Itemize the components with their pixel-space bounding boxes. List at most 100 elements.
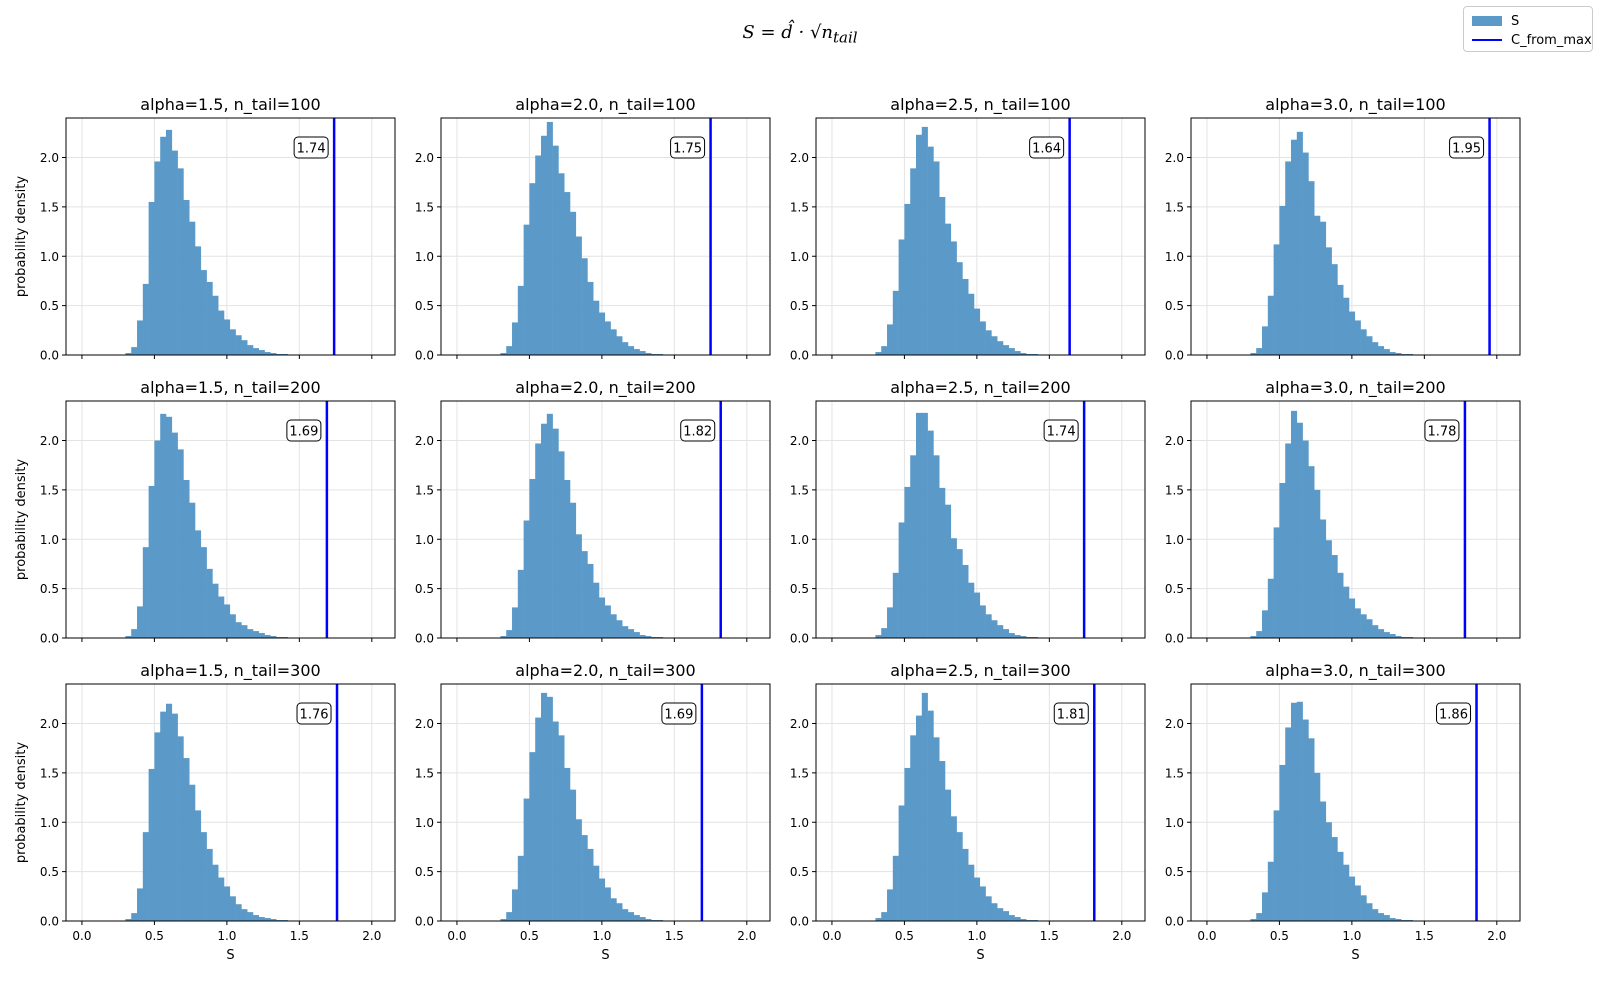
histogram-bar: [633, 632, 640, 638]
histogram-bar: [944, 789, 952, 921]
histogram-bar: [223, 886, 231, 921]
histogram-bar: [564, 192, 571, 355]
histogram-bar: [1279, 482, 1286, 638]
histogram-bar: [247, 629, 254, 638]
histogram-bar: [1296, 131, 1303, 355]
histogram-bar: [1008, 348, 1015, 355]
histogram-bar: [160, 136, 167, 355]
histogram-bar: [529, 479, 536, 638]
histogram-bar: [1337, 572, 1344, 638]
subplot-title: alpha=2.0, n_tail=200: [515, 378, 695, 398]
histogram-bar: [587, 281, 594, 355]
x-tick-label: 0.0: [822, 929, 841, 943]
threshold-label: 1.74: [293, 136, 329, 159]
x-tick-label: 0.0: [447, 929, 466, 943]
y-tick-label: 0.0: [40, 632, 59, 646]
x-tick-label: 2.0: [737, 929, 756, 943]
histogram-bar: [968, 582, 975, 638]
histogram-bar: [933, 737, 940, 921]
histogram-bar: [1377, 346, 1385, 355]
histogram-bar: [1020, 636, 1027, 638]
histogram-bar: [939, 761, 946, 921]
subplot-12: 1.86 0.0 0.5 1.0 1.5 2.0 0.0 0.5 1.0 1.5 2.0 alpha=…: [1165, 661, 1521, 963]
threshold-label-text: 1.69: [664, 708, 693, 723]
histogram-bar: [1377, 913, 1385, 921]
y-tick-label: 0.5: [40, 582, 59, 596]
y-tick-label: 0.5: [790, 582, 809, 596]
threshold-label: 1.95: [1449, 136, 1485, 159]
histogram-bar: [569, 502, 577, 638]
histogram-bar: [956, 549, 963, 638]
x-tick-label: 1.5: [665, 929, 684, 943]
x-tick-label: 0.5: [145, 929, 164, 943]
histogram-bar: [968, 864, 975, 921]
histogram-bar: [991, 336, 998, 355]
y-tick-label: 0.0: [790, 349, 809, 363]
histogram-bar: [1302, 719, 1309, 921]
y-tick-label: 1.5: [415, 766, 434, 780]
histogram-bar: [241, 909, 248, 921]
threshold-label-box: [670, 136, 706, 159]
histogram-bar: [212, 864, 219, 921]
histogram-bar: [131, 347, 138, 355]
threshold-label-box: [293, 136, 329, 159]
x-tick-label: 0.5: [895, 929, 914, 943]
y-tick-label: 2.0: [415, 434, 434, 448]
threshold-label-box: [680, 419, 716, 442]
y-tick-label: 2.0: [1165, 151, 1184, 165]
x-tick-label: 1.5: [290, 929, 309, 943]
histogram-bar: [904, 203, 911, 355]
subplot-title: alpha=3.0, n_tail=100: [1265, 95, 1445, 115]
y-tick-label: 2.0: [415, 717, 434, 731]
histogram-bar: [610, 329, 617, 355]
y-tick-label: 1.0: [1165, 816, 1184, 830]
histogram-bar: [137, 606, 144, 638]
y-tick-label: 0.0: [415, 349, 434, 363]
histogram-bar: [200, 547, 207, 638]
histogram-bar: [575, 819, 582, 921]
histogram-bar: [645, 353, 652, 355]
y-tick-label: 0.5: [40, 299, 59, 313]
histogram-bar: [581, 551, 588, 638]
y-tick-label: 2.0: [1165, 434, 1184, 448]
histogram-bar: [1319, 519, 1327, 638]
histogram-bar: [258, 350, 265, 355]
histogram-bar: [500, 353, 507, 355]
histogram-bar: [212, 295, 219, 355]
x-axis-label: S: [1351, 948, 1359, 963]
histogram-bar: [956, 262, 963, 355]
histogram-bar: [223, 604, 231, 638]
axes-frame: [440, 683, 771, 922]
histogram-bar: [247, 912, 254, 921]
histogram-bar: [200, 270, 207, 355]
histogram-bar: [183, 480, 190, 638]
subplot-8: 1.78 0.0 0.5 1.0 1.5 2.0 alpha=3.0, n_tail=200: [1165, 378, 1521, 646]
threshold-label: 1.81: [1053, 702, 1089, 725]
histogram-bar: [939, 487, 946, 638]
histogram-bar: [125, 636, 132, 638]
histogram-bar: [223, 319, 231, 355]
histogram-bar: [944, 504, 952, 638]
subplot-11: 1.81 0.0 0.5 1.0 1.5 2.0 0.0 0.5 1.0 1.5 2.0 alpha=…: [790, 661, 1146, 963]
histogram-bar: [1383, 349, 1390, 355]
figure-title: S = d̂ · √ntail: [0, 22, 1600, 47]
y-tick-label: 2.0: [1165, 717, 1184, 731]
y-tick-label: 0.0: [1165, 632, 1184, 646]
axes-frame: [815, 400, 1146, 639]
x-tick-label: 1.0: [1342, 929, 1361, 943]
histogram-bar: [258, 633, 265, 638]
histogram-bar: [171, 432, 178, 638]
histogram-bar: [183, 199, 190, 355]
histogram-bar: [535, 717, 542, 921]
threshold-label: 1.69: [286, 419, 322, 442]
y-tick-label: 0.5: [1165, 299, 1184, 313]
histogram-bar: [252, 631, 260, 638]
threshold-label-text: 1.69: [289, 425, 318, 440]
histogram-bar: [581, 258, 588, 355]
histogram-bar: [881, 628, 888, 638]
histogram-bar: [1273, 810, 1280, 921]
y-tick-label: 0.0: [40, 349, 59, 363]
axes-frame: [1190, 683, 1521, 922]
histogram-bar: [962, 848, 969, 921]
histogram-bar: [1014, 917, 1021, 921]
